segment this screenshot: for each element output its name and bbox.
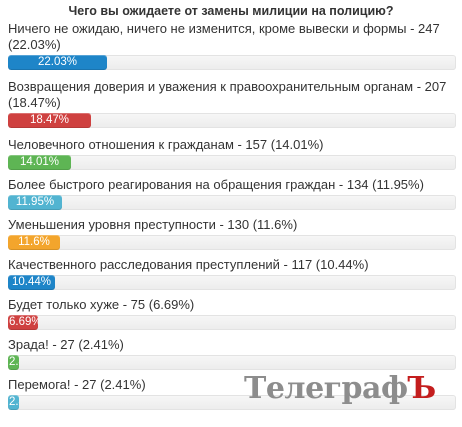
poll-bar-label: 18.47% (29, 114, 69, 126)
poll-bar-track: 10.44% (8, 275, 456, 290)
poll-bar-track: 11.6% (8, 235, 456, 250)
poll-bar: 2.41% (8, 395, 19, 410)
poll-option-label: Зрада! - 27 (2.41%) (8, 337, 124, 352)
poll-bar-label: 10.44% (11, 276, 51, 288)
poll-bar-track: 11.95% (8, 195, 456, 210)
poll-option-label: Ничего не ожидаю, ничего не изменится, к… (8, 21, 440, 52)
poll-bar: 10.44% (8, 275, 55, 290)
poll-bar: 11.6% (8, 235, 60, 250)
poll-option-label: Будет только хуже - 75 (6.69%) (8, 297, 195, 312)
poll-bar: 6.69% (8, 315, 38, 330)
poll-option: Ничего не ожидаю, ничего не изменится, к… (8, 21, 456, 70)
poll-bar-track: 2.41% (8, 395, 456, 410)
poll-bar-label: 2.41% (9, 396, 19, 408)
poll-bar: 22.03% (8, 55, 107, 70)
poll-bar-label: 14.01% (19, 156, 59, 168)
poll-bar: 11.95% (8, 195, 62, 210)
poll-option-label: Возвращения доверия и уважения к правоох… (8, 79, 447, 110)
poll-bar: 14.01% (8, 155, 71, 170)
poll-option: Качественного расследования преступлений… (8, 257, 456, 290)
poll-bar-track: 2.41% (8, 355, 456, 370)
poll-bar-track: 14.01% (8, 155, 456, 170)
poll-bar-track: 22.03% (8, 55, 456, 70)
poll-option: Перемога! - 27 (2.41%) 2.41% (8, 377, 456, 410)
poll-option: Возвращения доверия и уважения к правоох… (8, 79, 456, 128)
poll-option-label: Качественного расследования преступлений… (8, 257, 369, 272)
poll-bar: 18.47% (8, 113, 91, 128)
poll-bar-label: 6.69% (9, 316, 38, 328)
poll-bar-label: 22.03% (37, 56, 77, 68)
poll-bar-label: 11.6% (18, 236, 50, 248)
poll-option: Уменьшения уровня преступности - 130 (11… (8, 217, 456, 250)
poll-option-label: Человечного отношения к гражданам - 157 … (8, 137, 324, 152)
poll-bar-track: 18.47% (8, 113, 456, 128)
poll-option: Человечного отношения к гражданам - 157 … (8, 137, 456, 170)
poll-option: Более быстрого реагирования на обращения… (8, 177, 456, 210)
poll-bar: 2.41% (8, 355, 19, 370)
poll-option-label: Уменьшения уровня преступности - 130 (11… (8, 217, 298, 232)
poll-bar-track: 6.69% (8, 315, 456, 330)
poll-title: Чего вы ожидаете от замены милиции на по… (68, 4, 394, 18)
poll-option: Зрада! - 27 (2.41%) 2.41% (8, 337, 456, 370)
poll-bar-label: 11.95% (15, 196, 55, 208)
poll-option-label: Перемога! - 27 (2.41%) (8, 377, 146, 392)
poll-option-label: Более быстрого реагирования на обращения… (8, 177, 424, 192)
poll-option: Будет только хуже - 75 (6.69%) 6.69% (8, 297, 456, 330)
poll-bar-label: 2.41% (9, 356, 19, 368)
